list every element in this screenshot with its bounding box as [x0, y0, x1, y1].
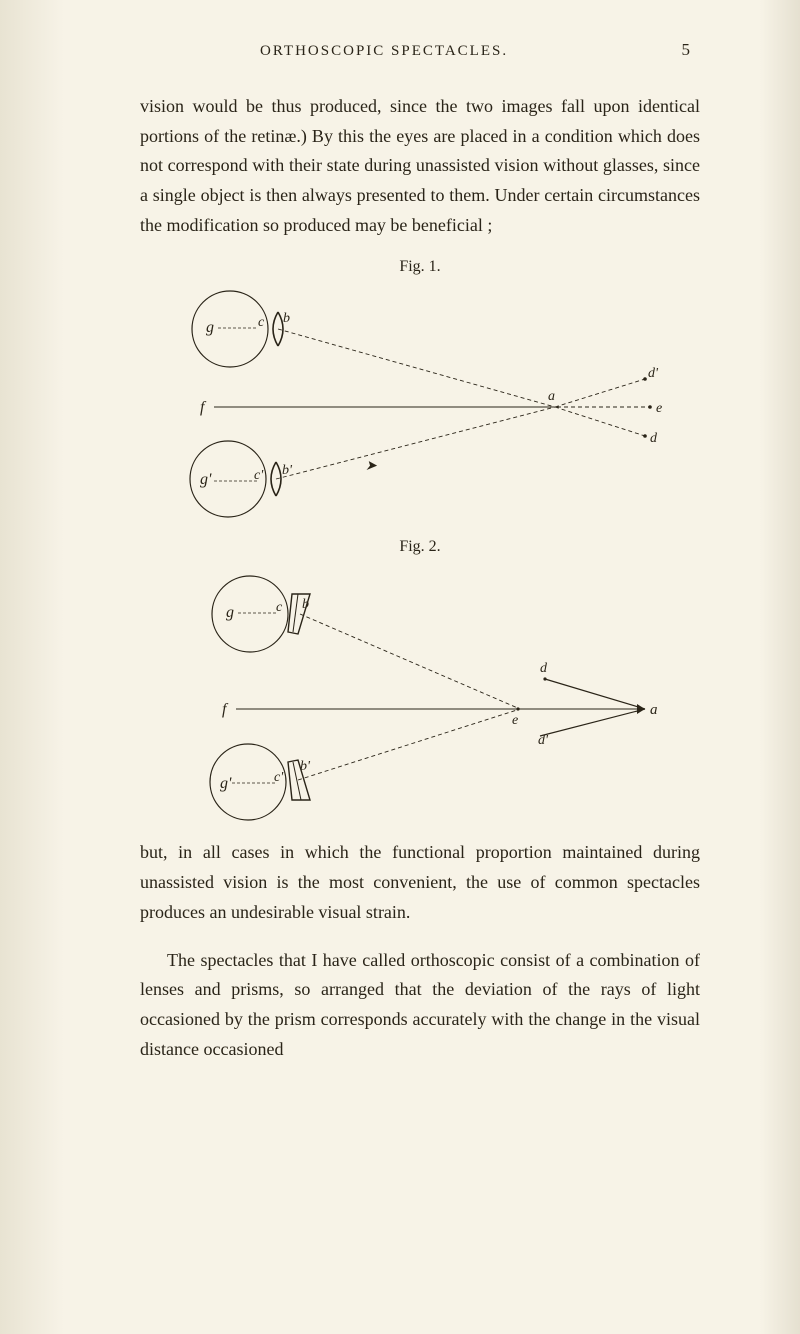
fig1-f: f — [200, 399, 207, 416]
fig1-b: b — [283, 311, 290, 326]
fig1-g: g — [206, 319, 214, 336]
paragraph-3: The spectacles that I have called orthos… — [140, 946, 700, 1065]
fig1-c: c — [258, 315, 265, 330]
fig1-label: Fig. 1. — [140, 258, 700, 276]
fig1-d: d — [650, 431, 658, 446]
fig1-bprime: b' — [282, 463, 293, 478]
fig2-e: e — [512, 713, 518, 728]
paragraph-2: but, in all cases in which the functiona… — [140, 838, 700, 927]
page-number: 5 — [682, 40, 691, 60]
fig2-d: d — [540, 661, 548, 676]
figure-1: g c b g' c' b' f d' d — [170, 284, 670, 524]
fig1-e: e — [656, 401, 662, 416]
svg-text:➤: ➤ — [365, 459, 378, 474]
fig1-a: a — [548, 389, 555, 404]
fig2-c: c — [276, 600, 283, 615]
running-head: ORTHOSCOPIC SPECTACLES. — [260, 43, 508, 60]
figure-2: g c b g' c' b' f d d' — [170, 564, 670, 824]
fig2-cprime: c' — [274, 770, 284, 785]
fig1-cprime: c' — [254, 468, 264, 483]
page-header: ORTHOSCOPIC SPECTACLES. 5 — [140, 40, 700, 60]
fig2-bprime: b' — [300, 759, 311, 774]
fig2-b: b — [302, 597, 309, 612]
fig2-label: Fig. 2. — [140, 538, 700, 556]
fig1-dprime: d' — [648, 366, 659, 381]
fig2-gprime: g' — [220, 775, 232, 792]
paragraph-1: vision would be thus produced, since the… — [140, 92, 700, 240]
fig2-g: g — [226, 604, 234, 621]
fig1-gprime: g' — [200, 471, 212, 488]
fig2-a: a — [650, 702, 658, 718]
fig2-f: f — [222, 701, 229, 718]
